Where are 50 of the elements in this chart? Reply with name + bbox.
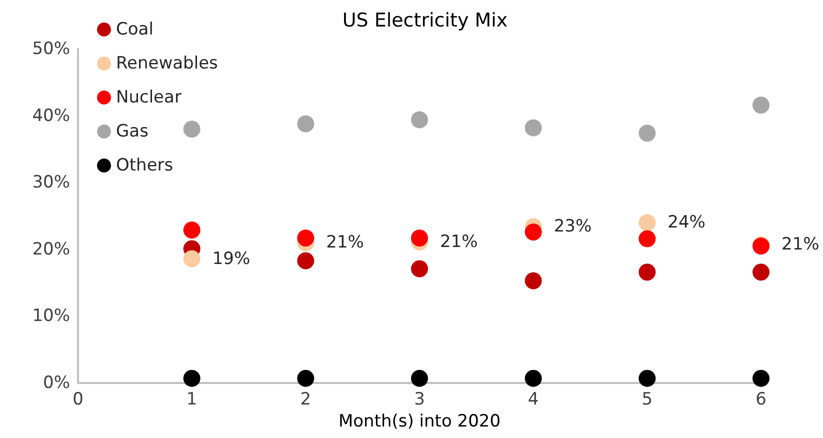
point <box>638 370 656 387</box>
chart-title: US Electricity Mix <box>342 10 508 32</box>
y-tick-label: 20% <box>32 239 70 260</box>
point <box>638 230 656 248</box>
point <box>752 370 770 387</box>
point <box>297 230 314 247</box>
x-tick-label: 6 <box>756 390 766 410</box>
point <box>411 111 428 128</box>
point <box>411 260 428 278</box>
data-label: 19% <box>212 248 250 269</box>
x-tick-label: 2 <box>300 390 312 410</box>
y-tick-label: 30% <box>32 172 70 193</box>
point <box>524 224 542 241</box>
x-tick-label: 4 <box>528 390 539 410</box>
legend-label: Nuclear <box>116 88 182 108</box>
legend-label: Gas <box>116 122 149 142</box>
point <box>638 124 656 142</box>
y-tick-label: 40% <box>32 106 70 126</box>
point <box>411 370 428 387</box>
point <box>183 250 200 268</box>
data-label: 23% <box>554 216 592 237</box>
point <box>752 264 770 281</box>
data-label: 21% <box>782 234 820 255</box>
data-label: 21% <box>326 232 364 253</box>
point <box>297 252 314 270</box>
point <box>524 370 542 387</box>
point <box>297 115 314 132</box>
point <box>638 264 656 281</box>
legend-label: Others <box>116 156 174 176</box>
point <box>183 370 200 387</box>
point <box>183 120 200 138</box>
point <box>411 230 428 247</box>
point <box>524 119 542 136</box>
y-tick-label: 50% <box>32 39 70 59</box>
point <box>524 272 542 290</box>
x-tick-label: 1 <box>186 390 198 410</box>
y-tick-label: 0% <box>43 373 70 393</box>
x-tick-label: 3 <box>414 390 425 410</box>
data-label: 21% <box>440 232 478 252</box>
y-tick-label: 10% <box>32 306 70 326</box>
point <box>297 370 314 387</box>
data-label: 24% <box>668 212 706 233</box>
point <box>752 96 770 114</box>
x-tick-label: 5 <box>642 390 653 410</box>
point <box>638 214 656 232</box>
point <box>183 222 200 239</box>
legend-label: Renewables <box>116 54 218 74</box>
legend-label: Coal <box>116 20 154 40</box>
x-tick-label: 0 <box>72 390 84 410</box>
x-axis-title: Month(s) into 2020 <box>338 411 501 432</box>
